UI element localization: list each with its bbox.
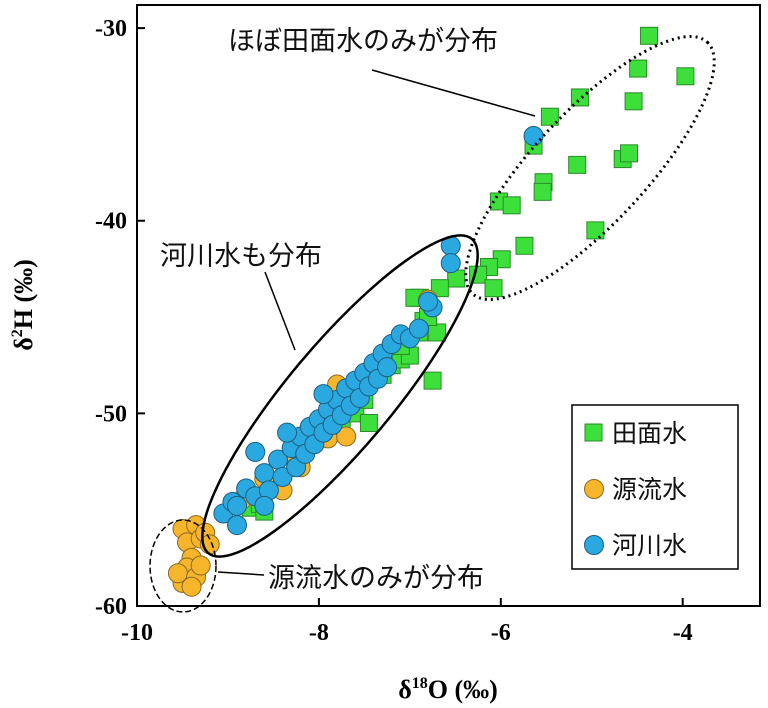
data-point-paddy xyxy=(676,67,695,86)
data-points xyxy=(167,26,695,597)
data-point-river xyxy=(245,441,266,462)
data-point-paddy xyxy=(515,236,534,255)
legend: 田面水 源流水 河川水 xyxy=(571,404,739,570)
annotation-leader-river xyxy=(264,271,296,351)
data-point-source xyxy=(181,576,202,597)
data-point-river xyxy=(440,253,461,274)
axis-ticks: -10 -8 -6 -4 -30 -40 -50 -60 xyxy=(95,16,693,646)
data-point-paddy xyxy=(359,414,378,433)
data-point-source xyxy=(336,426,357,447)
data-point-river xyxy=(377,357,398,378)
x-tick-label: -8 xyxy=(309,620,329,646)
legend-square-icon xyxy=(584,423,603,442)
data-point-paddy xyxy=(428,323,447,342)
annotation-river: 河川水も分布 xyxy=(160,241,322,272)
data-point-paddy xyxy=(570,88,589,107)
river-ellipse xyxy=(201,234,479,558)
y-tick-label: -60 xyxy=(95,594,127,620)
x-tick-label: -4 xyxy=(673,620,693,646)
data-point-river xyxy=(272,466,293,487)
y-tick-label: -30 xyxy=(95,16,127,42)
data-point-river xyxy=(418,291,439,312)
annotation-paddy-only: ほぼ田面水のみが分布 xyxy=(228,26,498,57)
data-point-paddy xyxy=(624,92,643,111)
y-tick-label: -50 xyxy=(95,401,127,427)
legend-label-river: 河川水 xyxy=(612,531,687,560)
y-axis-label: δ2H (‰) xyxy=(9,259,38,351)
annotation-leader-paddy xyxy=(371,69,536,117)
data-point-river xyxy=(227,515,248,536)
y-tick-label: -40 xyxy=(95,209,127,235)
paddy-only-ellipse xyxy=(464,35,716,301)
data-point-paddy xyxy=(540,107,559,126)
source-only-ellipse xyxy=(149,519,217,613)
data-point-paddy xyxy=(586,221,605,240)
legend-circle-icon xyxy=(584,479,604,499)
data-point-source xyxy=(190,555,211,576)
plot-frame xyxy=(136,4,761,607)
annotation-source-only: 源流水のみが分布 xyxy=(268,563,484,594)
data-point-river xyxy=(313,384,334,405)
legend-label-source: 源流水 xyxy=(612,475,687,504)
data-point-paddy xyxy=(640,26,659,45)
data-point-paddy xyxy=(484,279,503,298)
data-point-paddy xyxy=(629,59,648,78)
data-point-river xyxy=(277,422,298,443)
data-point-river xyxy=(227,495,248,516)
x-tick-label: -10 xyxy=(121,620,153,646)
data-point-paddy xyxy=(430,279,449,298)
annotation-leader-source xyxy=(217,571,265,576)
legend-label-paddy: 田面水 xyxy=(612,419,687,448)
data-point-paddy xyxy=(502,196,521,215)
data-point-paddy xyxy=(568,155,587,174)
data-point-paddy xyxy=(620,144,639,163)
legend-circle-icon xyxy=(584,535,604,555)
data-point-paddy xyxy=(533,182,552,201)
x-axis-label: δ18O (‰) xyxy=(398,675,498,704)
x-tick-label: -6 xyxy=(491,620,511,646)
data-point-paddy xyxy=(423,371,442,390)
data-point-river xyxy=(254,495,275,516)
data-point-river xyxy=(408,318,429,339)
data-point-river xyxy=(523,125,544,146)
